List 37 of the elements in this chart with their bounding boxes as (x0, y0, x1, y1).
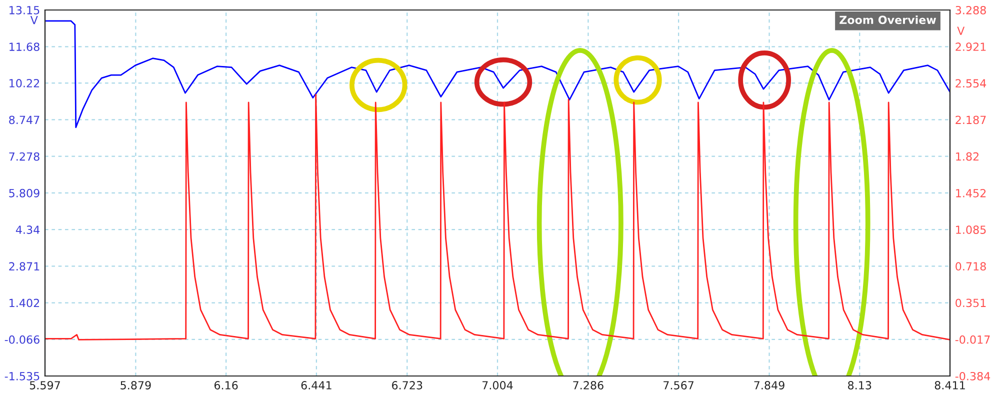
y2-tick-label: 2.187 (956, 116, 986, 124)
x-tick-label: 6.723 (392, 381, 422, 390)
y-tick-label: 13.15 (10, 6, 40, 14)
x-tick-label: 8.411 (934, 381, 965, 390)
y-tick-label: 10.22 (10, 79, 40, 88)
y2-tick-label: 1.82 (956, 152, 978, 161)
y-tick-label: -0.066 (4, 335, 40, 344)
x-tick-label: 7.567 (664, 381, 694, 390)
y2-tick-label: 0.351 (956, 298, 986, 308)
x-tick-label: 7.286 (573, 381, 604, 390)
annotation: Zoom Overview (840, 15, 936, 24)
y-tick-label: 11.68 (10, 42, 40, 52)
x-tick-label: 7.004 (482, 381, 513, 390)
x-tick-label: 8.13 (848, 381, 872, 390)
y-tick-label: 4.34 (16, 226, 40, 234)
x-tick-label: 7.849 (754, 381, 784, 390)
y-tick-label: 2.871 (9, 262, 40, 271)
y2-tick-label: 1.452 (956, 188, 986, 198)
y2-tick-label: -0.384 (955, 372, 990, 380)
x-tick-label: 6.16 (214, 381, 238, 390)
y-tick-label: 7.278 (9, 152, 40, 161)
y-tick-label: -1.535 (4, 372, 40, 380)
x-tick-label: 5.879 (120, 381, 151, 390)
y2-tick-label: 1.085 (956, 226, 986, 234)
y2-tick-label: 3.288 (956, 6, 986, 14)
x-tick-label: 5.597 (30, 381, 60, 390)
y2-tick-label: -0.017 (955, 335, 990, 344)
y2-tick-label: 0.718 (956, 262, 986, 271)
y-tick-label: 1.402 (10, 298, 40, 308)
y-tick-label: 5.809 (9, 188, 40, 198)
y2-axis-title: V (957, 26, 965, 35)
y2-tick-label: 2.554 (956, 79, 986, 88)
x-tick-label: 6.441 (301, 381, 332, 390)
y2-tick-label: 2.921 (956, 42, 986, 51)
y-axis-title: V (30, 16, 38, 24)
y-tick-label: 8.747 (9, 116, 40, 124)
line-series (45, 94, 950, 340)
